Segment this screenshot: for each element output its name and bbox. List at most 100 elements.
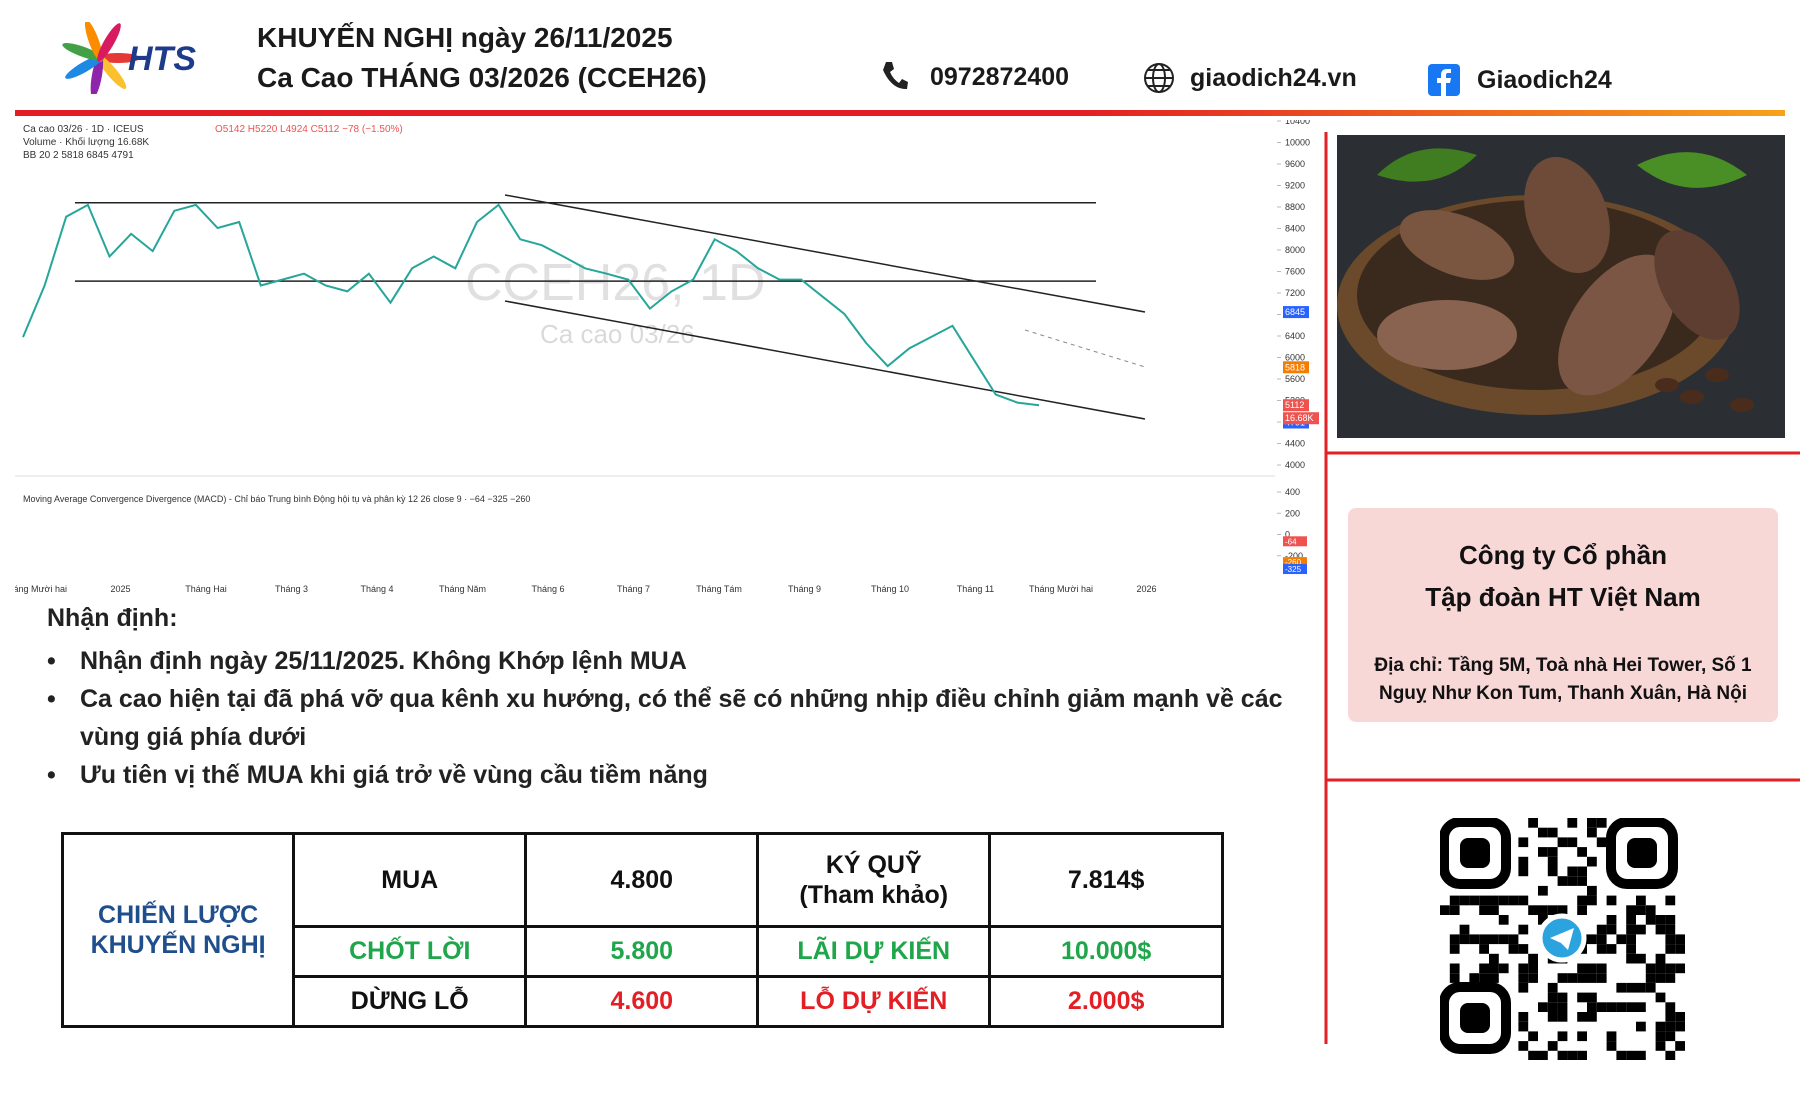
qr-finder <box>1606 818 1678 889</box>
qr-module <box>1479 944 1489 954</box>
bb-label: BB 20 2 5818 6845 4791 <box>23 150 134 161</box>
qr-module <box>1557 876 1568 886</box>
qr-module <box>1665 944 1676 954</box>
facebook-icon <box>1428 64 1460 96</box>
qr-module <box>1606 1002 1617 1012</box>
qr-module <box>1655 1021 1666 1032</box>
qr-module <box>1498 963 1509 974</box>
qr-module <box>1616 934 1627 945</box>
qr-module <box>1606 1041 1617 1051</box>
qr-module <box>1665 924 1676 935</box>
x-tick-label: Tháng Tám <box>696 584 742 594</box>
table-cell: KÝ QUỸ (Tham khảo) <box>756 832 992 928</box>
qr-module <box>1518 973 1529 983</box>
y-tick-label: 10000 <box>1285 138 1310 148</box>
qr-module <box>1498 895 1509 906</box>
qr-module <box>1626 915 1636 925</box>
phone-icon <box>883 62 908 90</box>
qr-module <box>1655 915 1666 925</box>
qr-module <box>1596 837 1607 848</box>
bullet-dot: • <box>47 685 56 713</box>
table-cell: 4.800 <box>524 832 760 928</box>
qr-module <box>1547 982 1558 993</box>
bullet-item: • Nhận định ngày 25/11/2025. Không Khớp l… <box>47 642 1287 680</box>
analysis-heading: Nhận định: <box>47 604 178 632</box>
table-cell: CHỐT LỜI <box>292 924 528 978</box>
table-cell: LÃI DỰ KIẾN <box>756 924 992 978</box>
qr-module <box>1518 1021 1529 1032</box>
table-cell: 2.000$ <box>988 974 1224 1029</box>
title: KHUYẾN NGHỊ ngày 26/11/2025 <box>257 22 673 53</box>
qr-module <box>1655 924 1666 935</box>
qr-module <box>1645 982 1656 993</box>
y-tick-label: 10400 <box>1285 120 1310 126</box>
qr-module <box>1596 818 1607 828</box>
qr-module <box>1616 982 1627 993</box>
price-line <box>22 203 1040 407</box>
company-address: Địa chỉ: Tầng 5M, Toà nhà Hei Tower, Số … <box>1374 655 1752 704</box>
macd-badge <box>1283 564 1307 575</box>
qr-module <box>1449 934 1460 945</box>
company-box <box>1348 508 1778 722</box>
qr-module <box>1665 963 1676 974</box>
qr-module <box>1479 895 1489 906</box>
qr-module <box>1518 982 1529 993</box>
qr-module <box>1479 934 1489 945</box>
x-tick-label: Tháng 11 <box>957 584 994 594</box>
qr-module <box>1518 837 1529 848</box>
qr-module <box>1596 934 1607 945</box>
x-tick-label: Tháng Hai <box>185 584 227 594</box>
volume-badge-label: 16.68K <box>1285 413 1314 423</box>
qr-module <box>1606 1031 1617 1042</box>
qr-module <box>1665 934 1676 945</box>
price-badge <box>1283 361 1309 374</box>
price-badge <box>1283 306 1309 319</box>
y-tick-label: 8800 <box>1285 202 1305 212</box>
qr-module <box>1577 963 1587 974</box>
qr-module <box>1459 934 1470 945</box>
price-badge <box>1283 399 1309 412</box>
qr-module <box>1596 963 1607 974</box>
qr-module <box>1518 924 1529 935</box>
qr-module <box>1655 963 1666 974</box>
qr-finder <box>1440 982 1511 1054</box>
bullet-text: Nhận định ngày 25/11/2025. Không Khớp lệ… <box>80 647 687 675</box>
qr-module <box>1489 973 1499 983</box>
x-tick-label: Tháng 9 <box>788 584 821 594</box>
qr-module <box>1528 818 1538 828</box>
x-tick-label: Tháng 3 <box>275 584 308 594</box>
qr-module <box>1577 905 1587 915</box>
qr-module <box>1626 934 1636 945</box>
qr-module <box>1665 1021 1676 1032</box>
qr-module <box>1577 895 1587 906</box>
qr-module <box>1489 963 1499 974</box>
qr-module <box>1587 827 1597 838</box>
qr-module <box>1616 1002 1627 1012</box>
qr-module <box>1557 1031 1568 1042</box>
x-tick-label: Tháng 4 <box>360 584 393 594</box>
y-tick-label: 9600 <box>1285 159 1305 169</box>
x-tick-label: 2025 <box>110 584 130 594</box>
qr-module <box>1459 895 1470 906</box>
qr-module <box>1577 1050 1587 1060</box>
qr-finder-center <box>1460 1003 1490 1033</box>
y-tick-label: 4000 <box>1285 460 1305 470</box>
qr-module <box>1528 1050 1538 1060</box>
qr-module <box>1518 1041 1529 1051</box>
qr-module <box>1675 1041 1685 1051</box>
volume-label: Volume · Khối lượng 16.68K <box>23 136 149 148</box>
qr-module <box>1587 973 1597 983</box>
qr-module <box>1665 1002 1676 1012</box>
qr-module <box>1655 1031 1666 1042</box>
macd-badge <box>1283 536 1307 547</box>
qr-module <box>1587 856 1597 867</box>
qr-module <box>1449 963 1460 974</box>
qr-module <box>1547 856 1558 867</box>
logo-text: HTS <box>128 40 196 78</box>
qr-finder-center <box>1460 838 1490 868</box>
qr-module <box>1557 905 1568 915</box>
x-tick-label: Tháng Mười hai <box>15 584 67 594</box>
qr-module <box>1479 973 1489 983</box>
qr-module <box>1508 944 1519 954</box>
